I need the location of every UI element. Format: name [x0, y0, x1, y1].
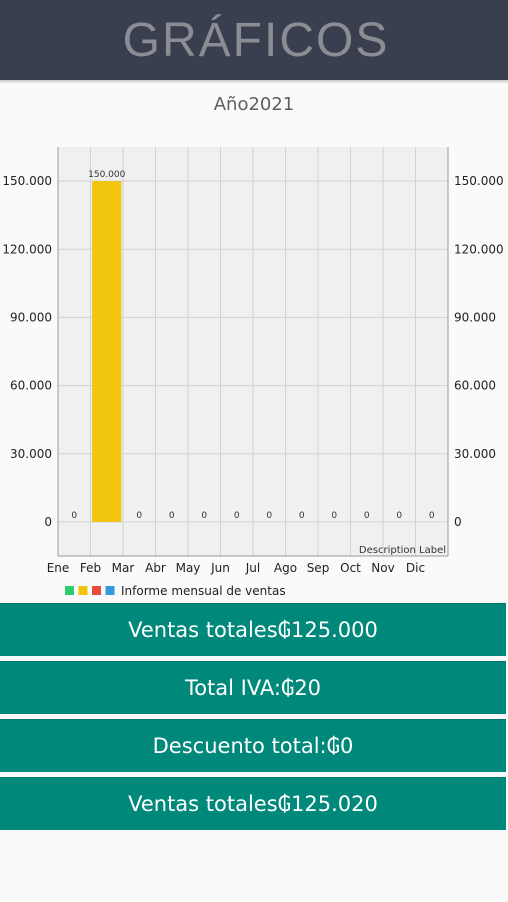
bar-value-label: 0: [364, 511, 370, 521]
y-tick-label-right: 0: [454, 515, 462, 529]
y-tick-label-left: 120.000: [2, 242, 52, 256]
bar-value-label: 0: [201, 511, 207, 521]
x-tick-label: May: [176, 561, 201, 575]
y-tick-label-right: 120.000: [454, 242, 504, 256]
total-discount-button[interactable]: Descuento total:₲0: [0, 719, 506, 772]
header-shadow: [0, 80, 508, 84]
total-vat-button[interactable]: Total IVA:₲20: [0, 661, 506, 714]
bar-value-label: 0: [299, 511, 305, 521]
y-tick-label-right: 90.000: [454, 310, 496, 324]
legend-swatch: [78, 586, 88, 595]
legend-swatch: [105, 586, 115, 595]
grand-total-button[interactable]: Ventas totales₲125.020: [0, 777, 506, 830]
bar-chart[interactable]: 0 0 30.000 30.000 60.000 60.000 90.000 90.000 12…: [0, 0, 508, 602]
x-tick-label: Abr: [145, 561, 166, 575]
y-tick-label-left: 150.000: [2, 174, 52, 188]
bar-value-label: 0: [266, 511, 272, 521]
y-tick-label-right: 150.000: [454, 174, 504, 188]
bar-value-label: 150.000: [88, 170, 125, 180]
bar-value-label: 0: [234, 511, 240, 521]
x-tick-label: Dic: [406, 561, 425, 575]
y-tick-label-left: 90.000: [10, 310, 52, 324]
x-tick-label: Jul: [245, 561, 260, 575]
x-tick-label: Oct: [340, 561, 361, 575]
bar-value-label: 0: [71, 511, 77, 521]
x-tick-label: Ene: [47, 561, 70, 575]
legend-swatch: [92, 586, 101, 595]
x-tick-label: Sep: [307, 561, 330, 575]
x-tick-label: Ago: [274, 561, 297, 575]
chart-title: Año2021: [213, 94, 295, 115]
bar-value-label: 0: [169, 511, 175, 521]
legend-label: Informe mensual de ventas: [121, 584, 286, 598]
bar-value-label: 0: [396, 511, 402, 521]
y-tick-label-left: 30.000: [10, 447, 52, 461]
bar-value-label: 0: [429, 511, 435, 521]
header-title: GRÁFICOS: [122, 13, 390, 67]
app-header: GRÁFICOS: [0, 0, 508, 80]
x-tick-label: Mar: [112, 561, 135, 575]
x-tick-label: Feb: [80, 561, 101, 575]
bar-feb: [92, 181, 122, 522]
x-tick-label: Nov: [371, 561, 394, 575]
bar-value-label: 0: [136, 511, 142, 521]
y-tick-label-right: 60.000: [454, 379, 496, 393]
legend-swatch: [65, 586, 74, 595]
bar-value-label: 0: [331, 511, 337, 521]
y-tick-label-left: 0: [44, 515, 52, 529]
x-tick-label: Jun: [210, 561, 230, 575]
total-sales-button[interactable]: Ventas totales₲125.000: [0, 603, 506, 656]
y-tick-label-right: 30.000: [454, 447, 496, 461]
description-label: Description Label: [359, 545, 446, 556]
y-tick-label-left: 60.000: [10, 379, 52, 393]
